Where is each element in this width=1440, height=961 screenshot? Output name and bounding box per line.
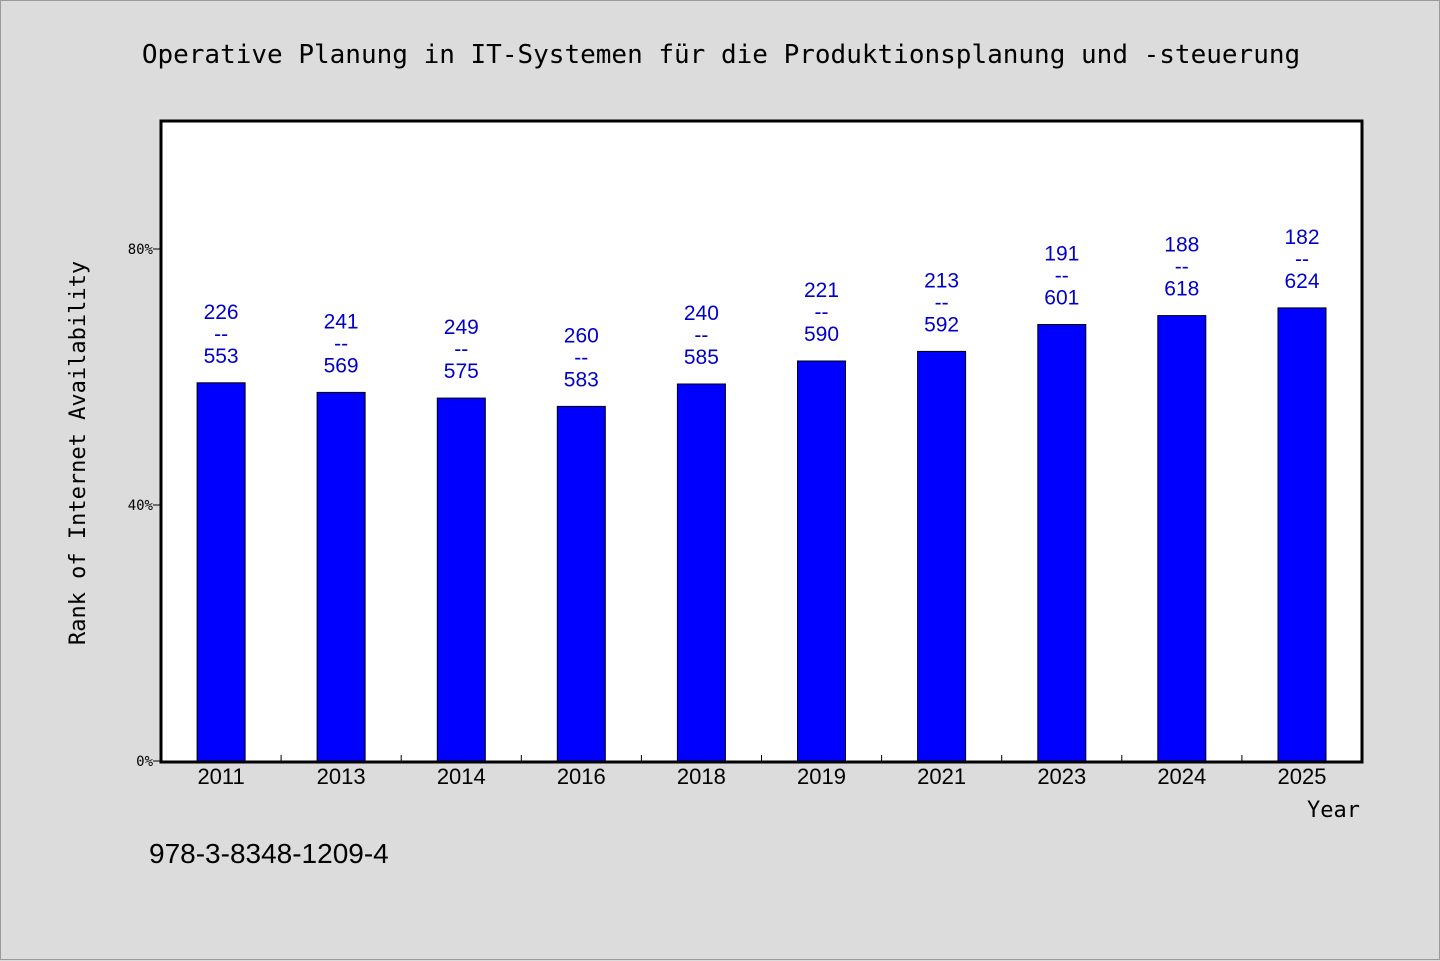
bar-label-bottom-2024: 618 [1164,278,1199,301]
x-tick-label-2023: 2023 [1037,764,1086,789]
bar-label-top-2025: 182 [1284,226,1319,249]
x-tick-label-2013: 2013 [317,764,366,789]
x-tick-label-2014: 2014 [437,764,486,789]
bar-2019 [797,360,846,762]
bar-labels-layer: 226--553241--569249--575260--583240--585… [204,226,1320,392]
bar-label-top-2016: 260 [564,324,599,347]
bar-label-sep-2021: -- [935,291,949,314]
bar-2013 [316,391,366,762]
x-tick-label-2025: 2025 [1278,764,1327,789]
bar-2025 [1277,307,1327,762]
chart-title: Operative Planung in IT-Systemen für die… [142,40,1300,70]
bar-label-bottom-2018: 585 [684,346,719,369]
bar-2021 [917,350,967,762]
bar-label-top-2018: 240 [684,302,719,325]
bar-label-top-2023: 191 [1044,243,1079,266]
bar-2018 [676,383,726,762]
y-tick-label-80pct: 80% [128,242,154,258]
y-tick-label-0pct: 0% [136,754,153,770]
x-tick-label-2019: 2019 [797,764,846,789]
bars-layer [196,307,1327,762]
bar-label-top-2014: 249 [444,316,479,339]
bar-label-top-2011: 226 [204,301,239,324]
bar-label-sep-2016: -- [574,346,588,369]
bar-label-bottom-2014: 575 [444,360,479,383]
x-tick-label-2018: 2018 [677,764,726,789]
isbn-text: 978-3-8348-1209-4 [149,838,389,869]
bar-label-top-2019: 221 [804,279,839,302]
bar-2014 [436,397,486,762]
x-tick-label-2021: 2021 [917,764,966,789]
bar-label-top-2013: 241 [324,310,359,333]
bar-label-sep-2011: -- [214,323,228,346]
bar-label-sep-2014: -- [454,338,468,361]
bar-2011 [196,382,246,762]
bar-label-bottom-2013: 569 [324,354,359,377]
x-tick-label-2016: 2016 [557,764,606,789]
y-axis-title: Rank of Internet Availability [66,261,91,645]
bar-label-sep-2024: -- [1175,256,1189,279]
bar-label-sep-2025: -- [1295,248,1309,271]
bar-2023 [1037,324,1087,762]
bar-label-sep-2023: -- [1055,265,1069,288]
bar-2016 [556,405,606,762]
bar-label-bottom-2023: 601 [1044,287,1079,310]
bar-label-sep-2018: -- [694,324,708,347]
bar-label-sep-2019: -- [815,301,829,324]
y-tick-label-40pct: 40% [128,498,154,514]
x-tick-label-2011: 2011 [197,764,244,789]
bar-label-bottom-2021: 592 [924,313,959,336]
bar-label-bottom-2019: 590 [804,323,839,346]
x-tick-label-2024: 2024 [1157,764,1206,789]
bar-label-top-2021: 213 [924,269,959,292]
x-axis-title: Year [1307,798,1360,823]
y-axis: 0% 40% 80% [128,242,161,770]
x-axis: 2011 2013 2014 2016 2018 2019 2021 2023 2024 2025 [197,755,1326,789]
bar-label-bottom-2011: 553 [204,345,239,368]
bar-label-top-2024: 188 [1164,234,1199,257]
bar-label-bottom-2025: 624 [1284,270,1319,293]
bar-label-bottom-2016: 583 [564,368,599,391]
bar-2024 [1157,315,1207,762]
bar-label-sep-2013: -- [334,332,348,355]
